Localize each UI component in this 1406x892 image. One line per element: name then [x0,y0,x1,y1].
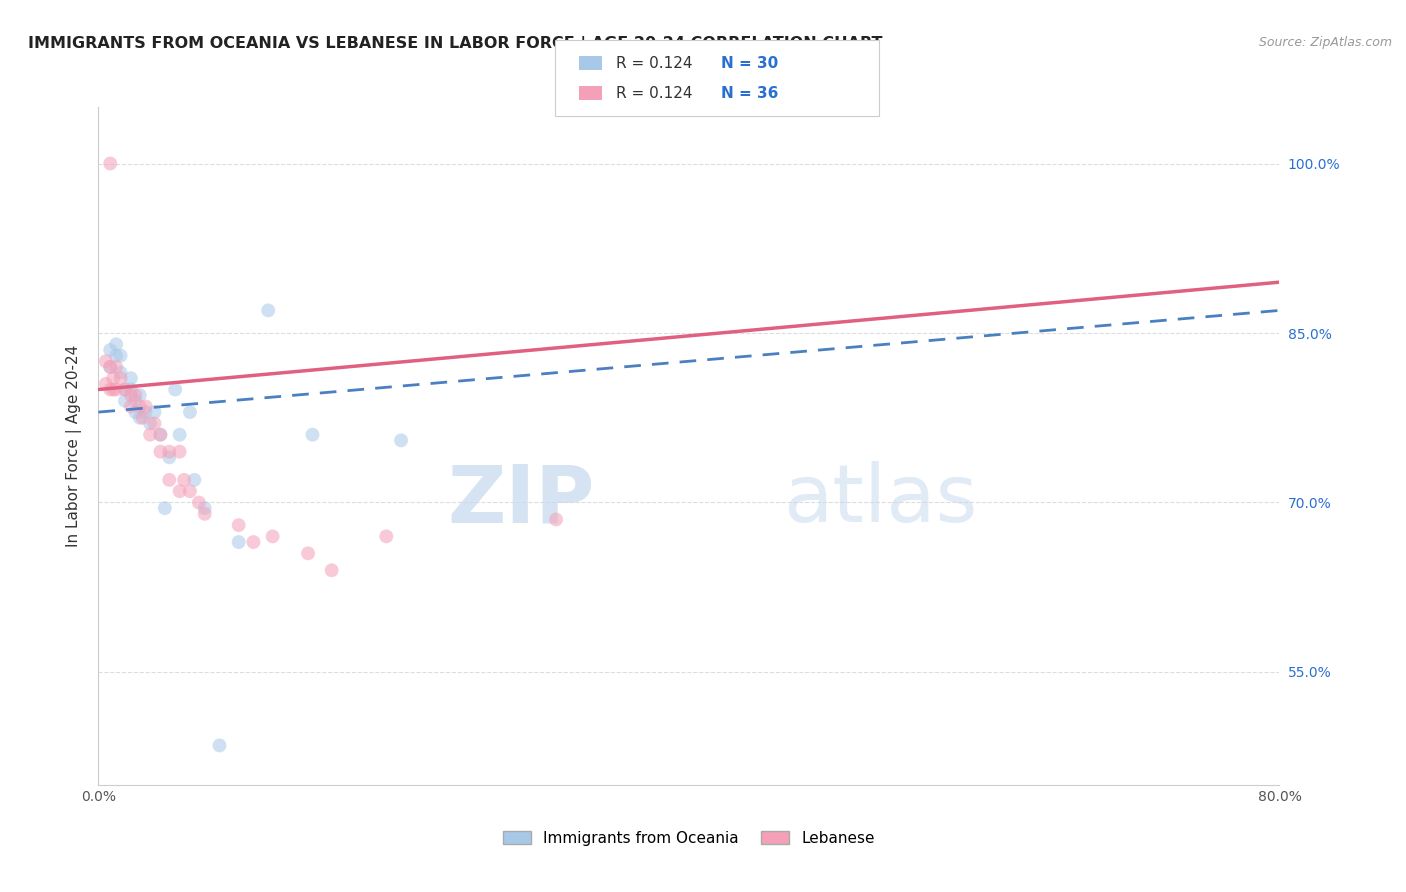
Point [120,383,142,397]
Point [183,473,205,487]
Point [242,535,264,549]
Point [228,535,250,549]
Point [297,546,319,560]
Point [257,303,280,318]
Point [124,393,146,408]
Point [194,507,217,521]
Point [98,359,121,374]
Point [103,371,125,385]
Point [94,376,117,391]
Point [157,473,180,487]
Point [120,400,142,414]
Point [169,484,191,499]
Point [120,388,142,402]
Point [149,444,172,458]
Point [169,427,191,442]
Point [139,417,162,431]
Point [169,444,191,458]
Text: R = 0.124: R = 0.124 [616,86,692,101]
Point [173,473,195,487]
Point [135,405,157,419]
Point [262,529,284,543]
Point [98,383,121,397]
Point [124,388,146,402]
Point [124,405,146,419]
Point [105,359,128,374]
Point [208,739,231,753]
Point [157,444,180,458]
Point [301,427,323,442]
Point [128,388,150,402]
Point [143,405,166,419]
Point [98,156,121,170]
Point [157,450,180,465]
Text: ZIP: ZIP [447,461,595,540]
Point [105,383,128,397]
Point [105,349,128,363]
Point [128,400,150,414]
Point [139,427,162,442]
Text: N = 30: N = 30 [721,55,779,70]
Point [132,410,155,425]
Point [103,383,125,397]
Point [110,366,132,380]
Point [194,501,217,516]
Point [120,371,142,385]
Y-axis label: In Labor Force | Age 20-24: In Labor Force | Age 20-24 [66,345,83,547]
Point [114,383,136,397]
Point [110,349,132,363]
Point [105,337,128,351]
Point [389,434,412,448]
Point [143,417,166,431]
Point [149,427,172,442]
Point [179,405,201,419]
Point [375,529,398,543]
Point [321,563,343,577]
Text: IMMIGRANTS FROM OCEANIA VS LEBANESE IN LABOR FORCE | AGE 20-24 CORRELATION CHART: IMMIGRANTS FROM OCEANIA VS LEBANESE IN L… [28,36,883,52]
Point [187,495,209,509]
Point [110,371,132,385]
Point [128,410,150,425]
Point [114,383,136,397]
Point [98,343,121,357]
Point [149,427,172,442]
Text: R = 0.124: R = 0.124 [616,55,692,70]
Text: atlas: atlas [783,461,977,540]
Point [165,383,187,397]
Point [179,484,201,499]
Point [153,501,176,516]
Point [114,393,136,408]
Point [135,400,157,414]
Point [546,512,568,526]
Point [94,354,117,368]
Text: N = 36: N = 36 [721,86,779,101]
Point [228,518,250,533]
Text: Source: ZipAtlas.com: Source: ZipAtlas.com [1258,36,1392,49]
Point [98,359,121,374]
Legend: Immigrants from Oceania, Lebanese: Immigrants from Oceania, Lebanese [498,824,880,852]
